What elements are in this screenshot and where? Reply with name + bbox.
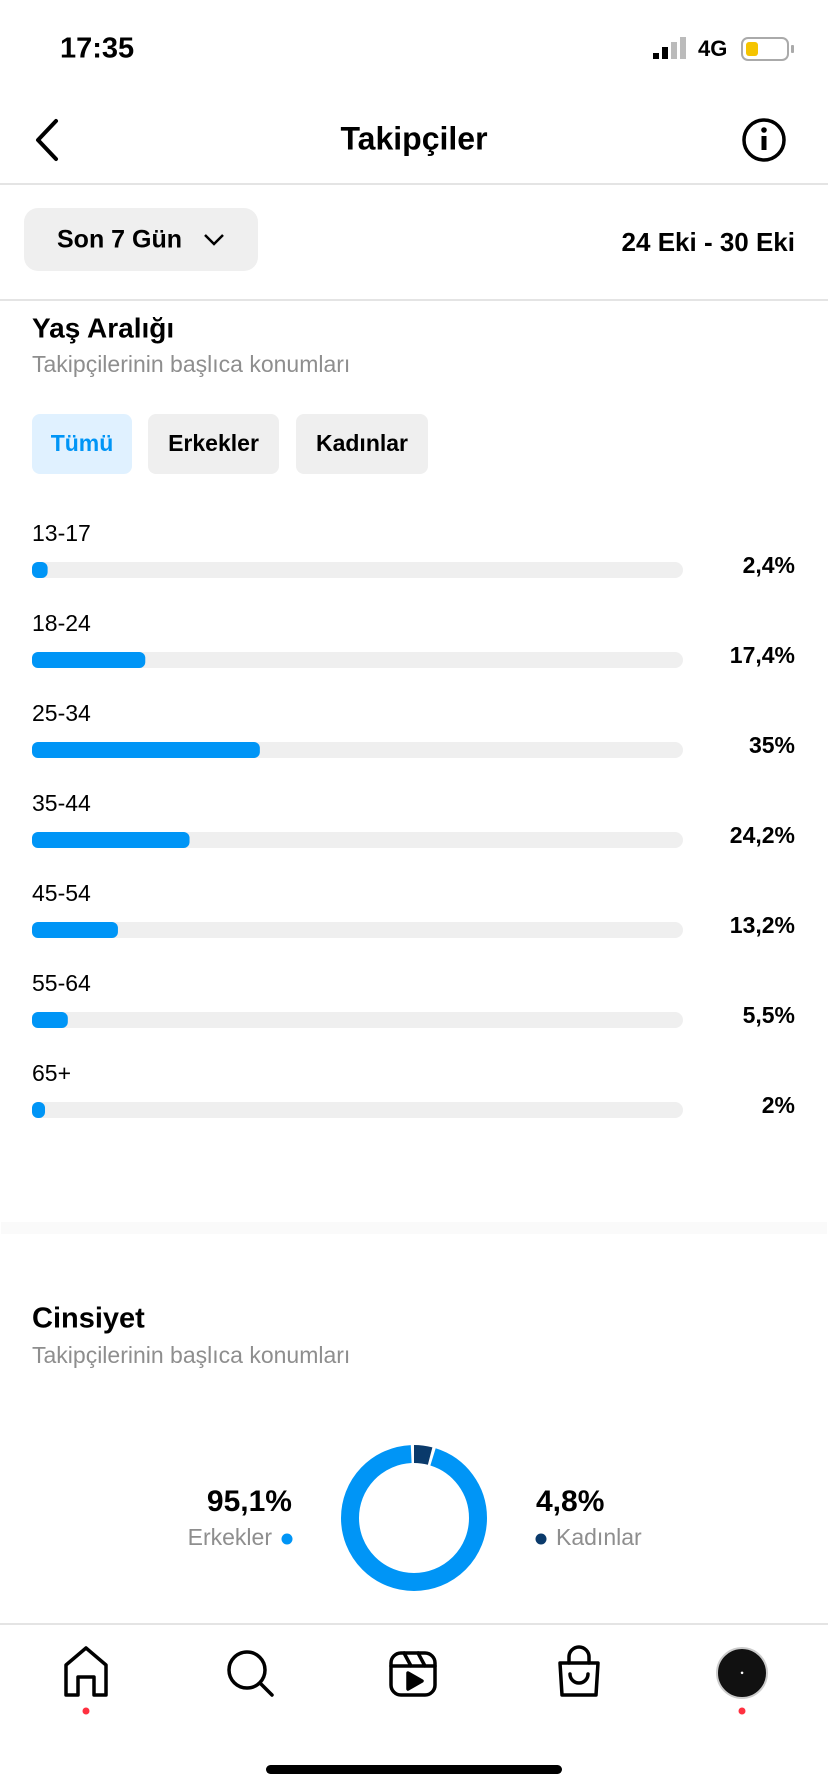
value-label: 13,2% bbox=[730, 912, 795, 938]
value-label: 24,2% bbox=[730, 822, 795, 848]
page-title: Takipçiler bbox=[340, 120, 487, 156]
filter-tab-label: Erkekler bbox=[168, 430, 259, 456]
value-label: 17,4% bbox=[730, 642, 795, 668]
section-subtitle: Takipçilerinin başlıca konumları bbox=[32, 1342, 350, 1368]
signal-icon bbox=[653, 37, 686, 59]
donut-segment bbox=[341, 1445, 487, 1591]
age-label: 45-54 bbox=[32, 880, 91, 906]
status-time: 17:35 bbox=[60, 33, 134, 65]
value-label: 35% bbox=[749, 732, 795, 758]
section-separator bbox=[1, 1222, 827, 1234]
bar bbox=[32, 742, 260, 758]
bar bbox=[32, 562, 48, 578]
period-selector[interactable] bbox=[24, 208, 258, 271]
age-label: 65+ bbox=[32, 1060, 71, 1086]
bar bbox=[32, 832, 190, 848]
value-label: 5,5% bbox=[743, 1002, 795, 1028]
network-label: 4G bbox=[698, 36, 727, 61]
battery-icon bbox=[741, 37, 794, 61]
gender-label: Erkekler bbox=[188, 1524, 273, 1550]
age-label: 55-64 bbox=[32, 970, 91, 996]
bar-track bbox=[32, 832, 683, 848]
back-button[interactable] bbox=[36, 119, 58, 161]
bar bbox=[32, 652, 146, 668]
date-range: 24 Eki - 30 Eki bbox=[622, 227, 795, 257]
notification-dot bbox=[738, 1707, 746, 1715]
gender-label: Kadınlar bbox=[556, 1524, 642, 1550]
section-title: Cinsiyet bbox=[32, 1303, 145, 1335]
notification-dot bbox=[82, 1707, 90, 1715]
filter-tab[interactable] bbox=[296, 414, 428, 474]
gender-value: 4,8% bbox=[536, 1485, 604, 1518]
bar-track bbox=[32, 922, 683, 938]
legend-dot bbox=[535, 1533, 547, 1545]
bar bbox=[32, 922, 118, 938]
bar-track bbox=[32, 652, 683, 668]
dropdown-chevron bbox=[204, 234, 224, 246]
svg-text:●: ● bbox=[740, 1671, 744, 1677]
bar-track bbox=[32, 1012, 683, 1028]
bar bbox=[32, 1102, 46, 1118]
legend-dot bbox=[281, 1533, 293, 1545]
filter-tab[interactable] bbox=[32, 414, 132, 474]
filter-tab[interactable] bbox=[148, 414, 279, 474]
age-label: 25-34 bbox=[32, 700, 91, 726]
home-indicator bbox=[266, 1765, 562, 1774]
profile-tab[interactable]: ● bbox=[716, 1647, 768, 1699]
value-label: 2% bbox=[762, 1092, 795, 1118]
age-label: 13-17 bbox=[32, 520, 91, 546]
section-subtitle: Takipçilerinin başlıca konumları bbox=[32, 351, 350, 377]
section-title: Yaş Aralığı bbox=[32, 312, 174, 343]
donut-segment bbox=[341, 1445, 487, 1591]
shop-tab[interactable] bbox=[558, 1645, 600, 1697]
bar-track bbox=[32, 1102, 683, 1118]
period-label: Son 7 Gün bbox=[57, 226, 182, 254]
value-label: 2,4% bbox=[743, 552, 795, 578]
info-button[interactable] bbox=[742, 118, 786, 162]
gender-value: 95,1% bbox=[207, 1485, 292, 1518]
age-label: 35-44 bbox=[32, 790, 91, 816]
home-tab[interactable] bbox=[64, 1646, 108, 1697]
filter-tab-label: Kadınlar bbox=[316, 430, 408, 456]
bar-track bbox=[32, 562, 683, 578]
age-label: 18-24 bbox=[32, 610, 91, 636]
reels-tab[interactable] bbox=[389, 1651, 437, 1697]
bar bbox=[32, 1012, 68, 1028]
search-tab[interactable] bbox=[227, 1650, 274, 1697]
filter-tab-label: Tümü bbox=[51, 430, 114, 456]
